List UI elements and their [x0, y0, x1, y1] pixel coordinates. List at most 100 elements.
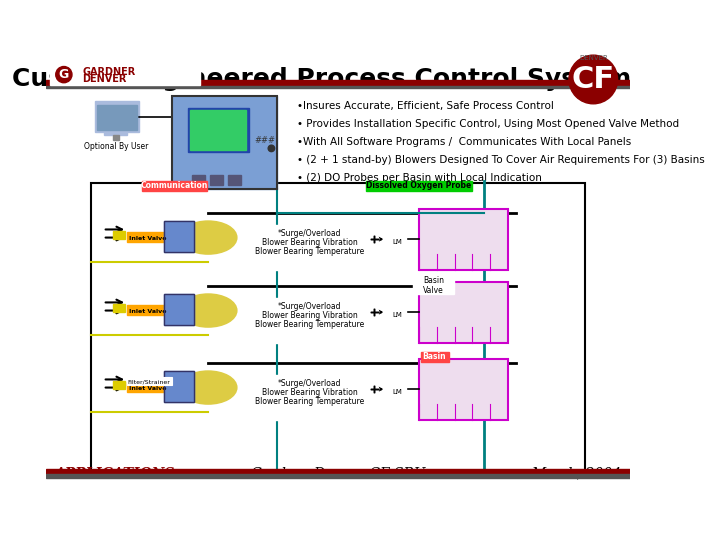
Bar [366, 181, 472, 191]
Text: Dissolved Oxygen Probe: Dissolved Oxygen Probe [366, 181, 472, 190]
Bar [247, 299, 373, 343]
Bar [419, 282, 508, 343]
Bar [163, 294, 194, 325]
Text: *Surge/Overload: *Surge/Overload [278, 380, 341, 388]
Text: Basin
Valve: Basin Valve [423, 276, 444, 295]
Text: • (2 + 1 stand-by) Blowers Designed To Cover Air Requirements For (3) Basins: • (2 + 1 stand-by) Blowers Designed To C… [297, 155, 705, 165]
Text: GARDNER: GARDNER [83, 67, 136, 77]
Bar [104, 131, 127, 136]
Text: Blower Bearing Temperature: Blower Bearing Temperature [255, 397, 364, 406]
Bar [127, 232, 168, 241]
Circle shape [370, 235, 379, 243]
Circle shape [370, 308, 379, 316]
Circle shape [55, 66, 72, 83]
Text: Local Protection: Local Protection [256, 236, 333, 245]
Bar [50, 63, 200, 85]
Circle shape [370, 235, 379, 243]
Text: Blower Bearing Vibration: Blower Bearing Vibration [261, 238, 357, 247]
Circle shape [370, 235, 379, 243]
Text: Blower Bearing Temperature: Blower Bearing Temperature [255, 320, 364, 329]
Bar [413, 275, 454, 294]
Bar [247, 225, 373, 270]
Text: LM: LM [392, 389, 402, 395]
Bar [388, 383, 406, 396]
Bar [91, 183, 585, 471]
Bar [97, 105, 137, 130]
Circle shape [268, 145, 274, 152]
Bar [127, 382, 168, 392]
Circle shape [370, 308, 379, 316]
Text: LM: LM [392, 312, 402, 318]
Text: Filter/Strainer: Filter/Strainer [127, 379, 171, 384]
Text: Gardner Denver CF SBU: Gardner Denver CF SBU [251, 467, 425, 481]
Circle shape [370, 385, 379, 393]
Bar [171, 96, 277, 189]
Bar [188, 108, 248, 152]
Bar [163, 294, 194, 325]
Text: CF: CF [572, 65, 615, 94]
Bar [127, 377, 171, 385]
Text: Inlet Valve: Inlet Valve [129, 236, 166, 241]
Text: •With All Software Programs /  Communicates With Local Panels: •With All Software Programs / Communicat… [297, 137, 631, 147]
Bar [171, 96, 277, 189]
Text: Inlet Valve: Inlet Valve [129, 309, 166, 314]
Bar [46, 474, 630, 477]
Text: ###: ### [254, 136, 275, 145]
Text: Local Protection: Local Protection [256, 386, 333, 395]
Text: Blower Bearing Vibration: Blower Bearing Vibration [261, 388, 357, 397]
Bar [127, 305, 168, 315]
Text: March, 2004: March, 2004 [531, 467, 621, 481]
Text: *Surge/Overload: *Surge/Overload [278, 302, 341, 312]
Bar [163, 372, 194, 402]
Text: DENVER: DENVER [83, 73, 127, 84]
Circle shape [569, 55, 618, 104]
Bar [113, 304, 125, 312]
Text: Optional By User: Optional By User [84, 142, 149, 151]
Bar [112, 134, 119, 140]
Text: Blower Bearing Vibration: Blower Bearing Vibration [261, 312, 357, 320]
Text: • (2) DO Probes per Basin with Local Indication: • (2) DO Probes per Basin with Local Ind… [297, 173, 542, 183]
Bar [420, 352, 449, 362]
Text: APPLICATIONS: APPLICATIONS [54, 467, 174, 481]
Bar [210, 175, 222, 185]
Bar [113, 231, 125, 239]
Bar [388, 233, 406, 246]
Text: • Provides Installation Specific Control, Using Most Opened Valve Method: • Provides Installation Specific Control… [297, 119, 680, 129]
Text: DENVER: DENVER [579, 55, 608, 61]
Bar [46, 86, 630, 89]
Bar [163, 221, 194, 252]
Text: Local Protection: Local Protection [256, 309, 333, 318]
Text: Custom Engineered Process Control System: Custom Engineered Process Control System [12, 68, 631, 91]
Text: LM: LM [392, 239, 402, 245]
Bar [190, 110, 246, 150]
Text: G: G [59, 68, 69, 81]
Bar [419, 359, 508, 420]
Text: Blower Bearing Temperature: Blower Bearing Temperature [255, 247, 364, 256]
Ellipse shape [180, 294, 237, 327]
Bar [163, 372, 194, 402]
Bar [142, 181, 207, 191]
Bar [46, 469, 630, 474]
Bar [248, 231, 342, 246]
Text: Basin: Basin [423, 352, 446, 361]
Bar [419, 209, 508, 270]
Bar [388, 306, 406, 319]
Ellipse shape [180, 372, 237, 404]
Ellipse shape [180, 221, 237, 254]
Circle shape [370, 385, 379, 393]
Bar [248, 381, 342, 396]
Text: Communication: Communication [140, 181, 208, 190]
Circle shape [370, 308, 379, 316]
Bar [113, 381, 125, 389]
Text: *Surge/Overload: *Surge/Overload [278, 230, 341, 239]
Text: Inlet Valve: Inlet Valve [129, 386, 166, 391]
Bar [163, 221, 194, 252]
Bar [192, 175, 205, 185]
Circle shape [370, 385, 379, 393]
Bar [228, 175, 240, 185]
Bar [94, 102, 139, 132]
Bar [46, 80, 630, 85]
Bar [247, 375, 373, 420]
Text: •Insures Accurate, Efficient, Safe Process Control: •Insures Accurate, Efficient, Safe Proce… [297, 102, 554, 111]
Bar [248, 304, 342, 319]
